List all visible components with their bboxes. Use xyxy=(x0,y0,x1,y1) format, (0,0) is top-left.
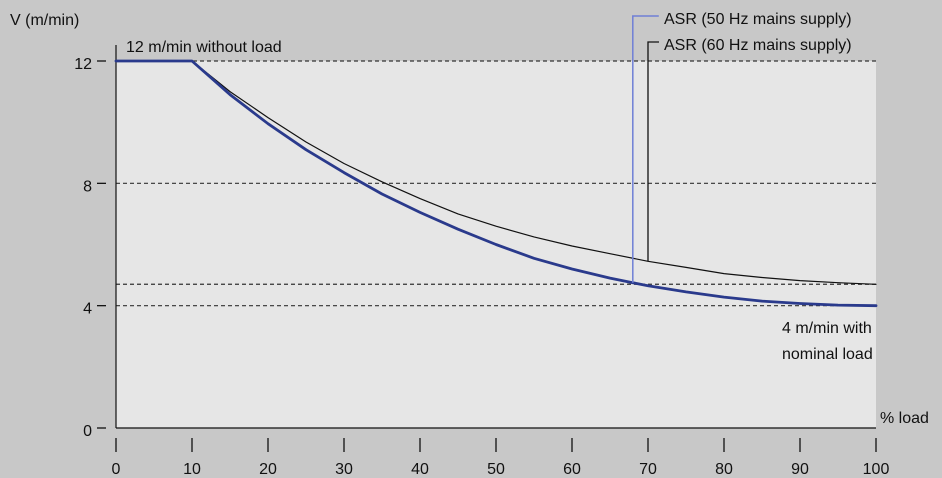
legend-label-50hz: ASR (50 Hz mains supply) xyxy=(664,11,852,28)
series-layer xyxy=(114,59,878,308)
x-tick-label: 0 xyxy=(112,461,121,478)
ticks: 0 10 20 30 40 50 60 70 80 90 100 0 4 8 12 xyxy=(74,56,889,478)
x-tick-label: 30 xyxy=(335,461,353,478)
x-tick-label: 70 xyxy=(639,461,657,478)
x-tick-label: 20 xyxy=(259,461,277,478)
y-axis-label: V (m/min) xyxy=(10,12,79,29)
x-tick-label: 80 xyxy=(715,461,733,478)
legend-label-60hz: ASR (60 Hz mains supply) xyxy=(664,37,852,54)
x-tick-label: 10 xyxy=(183,461,201,478)
legend-leader-60hz xyxy=(647,41,659,262)
series-line-1 xyxy=(115,60,877,285)
axes xyxy=(115,45,876,429)
y-tick-label: 8 xyxy=(83,178,92,195)
x-tick-label: 40 xyxy=(411,461,429,478)
y-tick-label: 4 xyxy=(83,301,92,318)
legend-leader-50hz xyxy=(632,15,659,283)
annotation-nominal-load-1: 4 m/min with xyxy=(782,320,872,337)
y-tick-label: 0 xyxy=(83,423,92,440)
x-tick-label: 100 xyxy=(863,461,890,478)
annotation-nominal-load-2: nominal load xyxy=(782,346,873,363)
x-tick-label: 50 xyxy=(487,461,505,478)
x-tick-label: 90 xyxy=(791,461,809,478)
y-tick-label: 12 xyxy=(74,56,92,73)
series-line-0 xyxy=(114,59,878,308)
reference-lines xyxy=(116,60,876,307)
annotation-no-load: 12 m/min without load xyxy=(126,39,282,56)
x-tick-label: 60 xyxy=(563,461,581,478)
x-axis-label: % load xyxy=(880,410,929,427)
legend-layer xyxy=(632,15,659,283)
